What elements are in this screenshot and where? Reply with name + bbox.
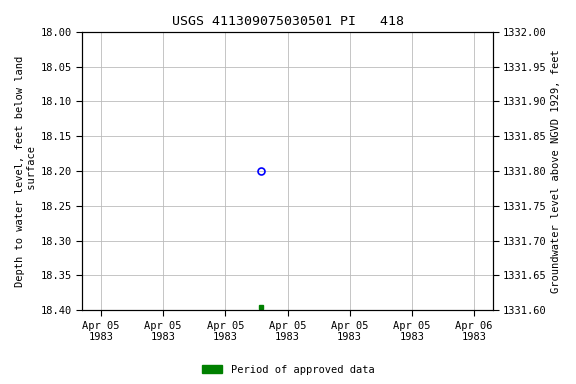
Y-axis label: Depth to water level, feet below land
 surface: Depth to water level, feet below land su… xyxy=(15,55,37,286)
Legend: Period of approved data: Period of approved data xyxy=(198,361,378,379)
Y-axis label: Groundwater level above NGVD 1929, feet: Groundwater level above NGVD 1929, feet xyxy=(551,49,561,293)
Title: USGS 411309075030501 PI   418: USGS 411309075030501 PI 418 xyxy=(172,15,404,28)
